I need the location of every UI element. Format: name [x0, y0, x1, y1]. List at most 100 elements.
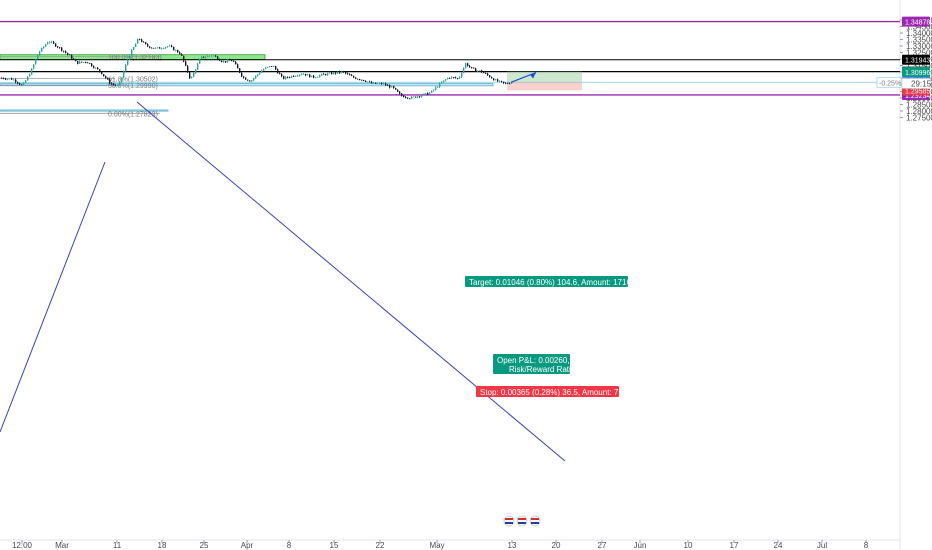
candle-body: [71, 55, 73, 59]
candle-body: [63, 50, 65, 52]
y-tick-label: 1.32500: [906, 49, 932, 58]
candle-body: [219, 59, 221, 61]
candle-body: [59, 47, 61, 49]
candle-body: [243, 76, 245, 78]
target-zone[interactable]: [507, 71, 582, 83]
candle-body: [477, 70, 479, 72]
candle-body: [173, 46, 175, 51]
candle-body: [27, 76, 29, 81]
candle-body: [475, 68, 477, 72]
candle-body: [443, 80, 445, 83]
candle-body: [197, 63, 199, 70]
candle-body: [69, 54, 71, 56]
candle-body: [85, 62, 87, 63]
y-tick-label: 1.27500: [906, 114, 932, 123]
stop-zone[interactable]: [507, 82, 582, 91]
candle-body: [495, 79, 497, 81]
level-price-badge: [902, 54, 930, 65]
candle-body: [321, 73, 323, 76]
candle-body: [209, 55, 211, 57]
lower-zone-blue[interactable]: [0, 109, 169, 112]
candle-body: [101, 71, 103, 75]
candle-body: [203, 56, 205, 58]
x-tick-label: 15: [330, 541, 339, 550]
candle-body: [479, 70, 481, 72]
candle-body: [239, 68, 241, 73]
candle-body: [379, 83, 381, 84]
us-flag-stripe: [505, 522, 513, 524]
candle-body: [511, 82, 513, 84]
candle-body: [187, 65, 189, 73]
candle-body: [361, 79, 363, 81]
candle-body: [251, 80, 253, 82]
x-tick-label: 11: [113, 541, 122, 550]
candle-body: [15, 79, 17, 83]
countdown-badge: [901, 78, 931, 89]
candle-body: [131, 49, 133, 56]
candle-body: [133, 46, 135, 50]
candle-body: [223, 61, 225, 62]
candle-body: [205, 56, 207, 58]
candle-body: [507, 83, 509, 84]
candle-body: [327, 73, 329, 76]
candle-body: [491, 77, 493, 79]
candle-body: [351, 75, 353, 77]
fib-level-label: 61.8%(1.30502): [108, 76, 158, 83]
candle-body: [65, 51, 67, 53]
candle-body: [287, 76, 289, 78]
candle-body: [139, 38, 141, 40]
falling-trendline[interactable]: [136, 101, 566, 462]
candle-body: [61, 47, 63, 51]
candle-body: [457, 78, 459, 79]
candle-body: [305, 73, 307, 76]
candle-body: [17, 82, 19, 84]
candle-body: [401, 93, 403, 96]
candle-body: [45, 44, 47, 47]
us-flag-stripe: [505, 518, 513, 520]
candle-body: [499, 80, 501, 82]
candle-body: [441, 82, 443, 84]
x-tick-label: 8: [287, 541, 292, 550]
candle-body: [73, 58, 75, 60]
candle-body: [315, 77, 317, 79]
rising-trendline[interactable]: [0, 161, 106, 433]
price-badge-text: 1.30996: [905, 70, 930, 77]
candle-body: [195, 69, 197, 73]
level-price-badge-text: 1.31943: [905, 58, 930, 65]
us-flag-icon[interactable]: [503, 515, 515, 527]
x-tick-label: 17: [730, 541, 739, 550]
candle-body: [481, 70, 483, 73]
candle-body: [349, 74, 351, 76]
candle-body: [289, 77, 291, 79]
candle-body: [207, 55, 209, 57]
candle-body: [421, 95, 423, 97]
us-flag-stripe: [531, 522, 539, 524]
candle-body: [363, 79, 365, 81]
candle-body: [449, 77, 451, 79]
candle-body: [91, 63, 93, 67]
candle-body: [359, 79, 361, 80]
us-flag-icon[interactable]: [529, 515, 541, 527]
candle-body: [439, 83, 441, 87]
x-tick-label: 12:00: [12, 541, 33, 550]
candle-body: [141, 39, 143, 42]
stop-label-box: [476, 386, 619, 397]
candle-body: [319, 75, 321, 77]
candle-body: [309, 74, 311, 78]
candle-body: [347, 73, 349, 75]
demand-zone-blue[interactable]: [0, 83, 494, 87]
candle-body: [115, 84, 117, 86]
candle-body: [403, 95, 405, 98]
candle-body: [21, 84, 23, 86]
candle-body: [93, 66, 95, 68]
candle-body: [177, 50, 179, 53]
candle-body: [153, 47, 155, 49]
candle-body: [217, 56, 219, 60]
candle-body: [191, 77, 193, 79]
candle-body: [215, 55, 217, 57]
gb-flag-icon[interactable]: [516, 515, 528, 527]
target-label-box: [465, 276, 628, 287]
candle-body: [505, 82, 507, 84]
